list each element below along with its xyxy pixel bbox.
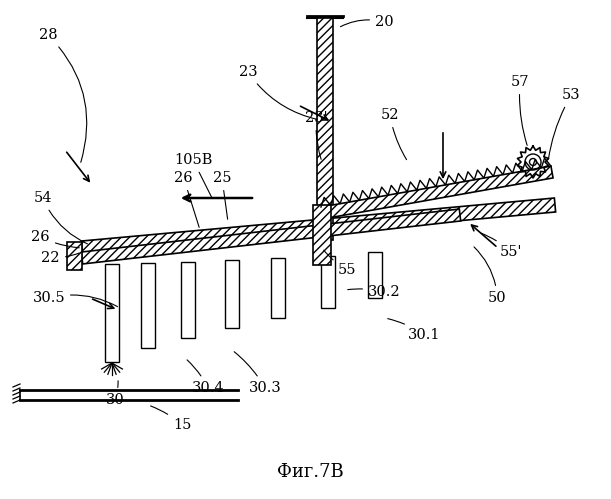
Bar (368, 252, 382, 298)
Text: 55: 55 (324, 250, 356, 277)
Text: 28: 28 (38, 28, 87, 162)
Text: 15: 15 (151, 406, 191, 432)
Polygon shape (81, 198, 555, 255)
Text: 25: 25 (213, 171, 231, 219)
Polygon shape (321, 166, 553, 219)
Bar (105, 264, 119, 362)
Text: 20: 20 (340, 15, 393, 29)
Text: 30.1: 30.1 (388, 319, 441, 342)
Bar (313, 205, 331, 265)
Text: 30.5: 30.5 (32, 291, 117, 307)
Bar (181, 262, 195, 338)
Bar (271, 258, 285, 318)
Text: 26: 26 (31, 230, 79, 248)
Text: 50: 50 (474, 247, 507, 305)
Text: 105В: 105В (174, 153, 212, 198)
Text: 30: 30 (106, 381, 125, 407)
Text: 23': 23' (305, 111, 327, 159)
Bar (317, 18, 333, 240)
Text: 26: 26 (174, 171, 199, 228)
Text: Фиг.7В: Фиг.7В (277, 463, 343, 481)
Bar (67, 242, 82, 270)
Text: 23: 23 (239, 65, 317, 119)
Text: 30.2: 30.2 (348, 285, 401, 299)
Text: 30.4: 30.4 (187, 360, 224, 395)
Bar (141, 263, 155, 348)
Text: 54: 54 (34, 191, 87, 244)
Text: 55': 55' (481, 233, 522, 259)
Text: 57: 57 (511, 75, 529, 145)
Text: 22: 22 (42, 251, 79, 265)
Text: 53: 53 (549, 88, 580, 159)
Bar (225, 260, 239, 328)
Polygon shape (81, 209, 461, 264)
Bar (321, 256, 335, 308)
Text: 52: 52 (381, 108, 406, 160)
Text: 30.3: 30.3 (234, 352, 282, 395)
